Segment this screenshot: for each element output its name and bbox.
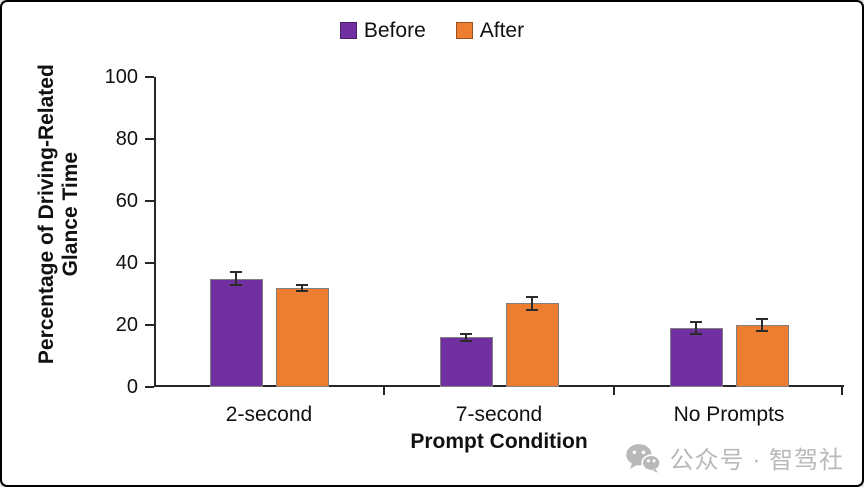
watermark-text: 公众号 · 智驾社 [669, 447, 844, 474]
x-boundary-tick [841, 387, 843, 395]
y-tick [145, 76, 154, 78]
y-tick [145, 324, 154, 326]
x-category-label: 7-second [455, 403, 543, 426]
bar-before-2 [669, 328, 723, 387]
y-tick [145, 262, 154, 264]
error-bar-cap-bottom [296, 289, 308, 292]
wechat-icon [625, 443, 661, 473]
legend-swatch-after [455, 22, 473, 39]
legend-label-after: After [479, 19, 525, 42]
error-bar-cap-top [690, 320, 702, 323]
watermark: 公众号 · 智驾社 [625, 440, 844, 475]
y-tick-label: 60 [115, 190, 138, 212]
y-axis-title-line1: Percentage of Driving-Related [34, 64, 58, 365]
x-axis-title: Prompt Condition [410, 430, 588, 453]
legend-item-before: Before [339, 19, 426, 42]
bar-after-2 [735, 325, 789, 387]
error-bar [695, 321, 697, 335]
error-bar-cap-bottom [230, 283, 242, 286]
x-category-label: 2-second [225, 403, 313, 426]
legend-label-before: Before [363, 19, 426, 42]
error-bar [465, 334, 467, 341]
legend: Before After [2, 20, 862, 41]
legend-swatch-before [339, 22, 357, 39]
error-bar-cap-bottom [526, 308, 538, 311]
y-tick [145, 138, 154, 140]
error-bar [301, 284, 303, 291]
x-boundary-tick [613, 387, 615, 395]
error-bar-cap-top [460, 333, 472, 336]
y-axis-line [154, 77, 156, 387]
error-bar-cap-bottom [756, 330, 768, 333]
y-tick [145, 200, 154, 202]
y-axis-title-line2: Glance Time [59, 151, 82, 277]
y-tick-label: 20 [115, 314, 138, 336]
y-tick-label: 100 [104, 66, 138, 88]
x-boundary-tick [383, 387, 385, 395]
y-tick-label: 40 [115, 252, 138, 274]
error-bar [235, 272, 237, 285]
y-tick-label: 80 [115, 128, 138, 150]
x-axis-line [154, 385, 844, 387]
error-bar-cap-bottom [460, 339, 472, 342]
plot-area: 0 20 40 60 80 100 2-second 7-second No Prompts [105, 66, 844, 426]
bar-before-1 [439, 337, 493, 387]
y-axis-title: Percentage of Driving-Related Glance Tim… [35, 24, 83, 404]
error-bar-cap-top [526, 296, 538, 299]
error-bar [761, 318, 763, 332]
bar-after-1 [505, 303, 559, 387]
legend-item-after: After [455, 19, 525, 42]
x-category-label: No Prompts [673, 403, 785, 426]
error-bar-cap-top [756, 317, 768, 320]
y-tick-label: 0 [126, 376, 138, 398]
error-bar-cap-bottom [690, 333, 702, 336]
error-bar [531, 297, 533, 310]
error-bar-cap-top [230, 271, 242, 274]
bar-before-0 [209, 278, 263, 387]
y-tick [145, 386, 154, 388]
bar-after-0 [275, 287, 329, 387]
error-bar-cap-top [296, 283, 308, 286]
